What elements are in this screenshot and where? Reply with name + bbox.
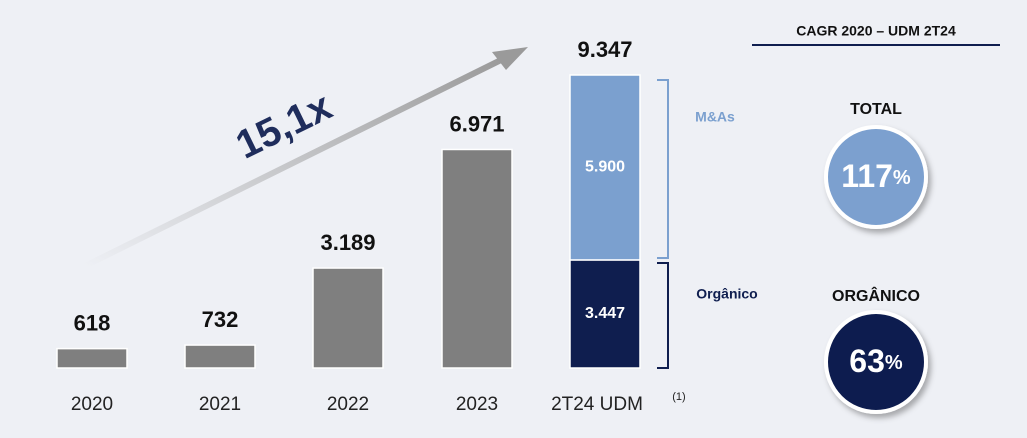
x-tick-label: 2022 <box>327 394 369 415</box>
cagr-number: 117 <box>841 158 893 194</box>
cagr-unit: % <box>885 352 903 374</box>
cagr-number: 63 <box>849 343 885 379</box>
x-tick-label: 2023 <box>456 394 498 415</box>
category-note: (1) <box>672 391 685 403</box>
bar <box>569 259 641 369</box>
cagr-label: TOTAL <box>850 101 902 118</box>
total-label: 6.971 <box>449 111 504 136</box>
bar <box>312 267 384 369</box>
x-tick-label: 2020 <box>71 394 113 415</box>
bar <box>184 344 256 369</box>
cagr-label: ORGÂNICO <box>832 286 920 305</box>
bar <box>569 74 641 261</box>
growth-label: 15,1x <box>229 84 338 167</box>
bar <box>441 148 513 369</box>
cagr-title: CAGR 2020 – UDM 2T24 <box>796 23 956 39</box>
total-label: 9.347 <box>577 37 632 62</box>
bracket-label: M&As <box>695 109 735 125</box>
cagr-circle <box>824 310 928 414</box>
bar <box>56 347 128 369</box>
x-tick-label: 2T24 UDM <box>551 394 643 415</box>
bracket-mas <box>657 79 669 259</box>
cagr-value: 117% <box>841 158 911 194</box>
cagr-circle <box>824 125 928 229</box>
growth-arrow <box>83 47 528 269</box>
total-label: 618 <box>74 310 111 335</box>
total-label: 732 <box>202 307 239 332</box>
cagr-value: 63% <box>849 343 903 379</box>
segment-label: 3.447 <box>585 305 625 322</box>
bracket-organico <box>657 262 669 369</box>
segment-label: 5.900 <box>585 159 625 176</box>
bracket-label: Orgânico <box>696 286 757 302</box>
x-tick-label: 2021 <box>199 394 241 415</box>
total-label: 3.189 <box>320 230 375 255</box>
cagr-unit: % <box>893 167 911 189</box>
